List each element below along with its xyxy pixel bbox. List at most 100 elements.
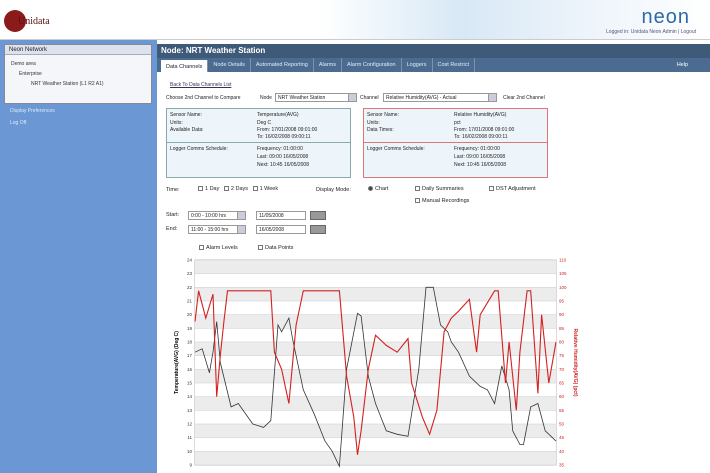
grid-band — [195, 437, 556, 452]
checkbox[interactable] — [415, 198, 420, 204]
option-label: Data Points — [265, 245, 294, 251]
grid-band — [195, 301, 556, 315]
y2-axis-label: Relative Humidity(AVG) (pct) — [572, 329, 578, 397]
page-title: Node: NRT Weather Station — [157, 44, 710, 58]
y2-tick-label: 40 — [559, 449, 565, 454]
sensor-name: Relative Humidity(AVG) — [454, 112, 507, 118]
y2-tick-label: 70 — [559, 367, 565, 372]
y-tick-label: 12 — [187, 422, 193, 427]
grid-band — [195, 314, 556, 329]
y-tick-label: 14 — [187, 394, 193, 399]
help-link[interactable]: Help — [676, 62, 688, 68]
display-mode-label: Display Mode: — [316, 187, 351, 193]
tree-item-station[interactable]: NRT Weather Station (L1 R2 A1) — [31, 81, 104, 87]
grid-band — [195, 342, 556, 356]
option-label: 1 Week — [259, 186, 279, 192]
tab-alarms[interactable]: Alarms — [314, 58, 342, 72]
checkbox[interactable] — [489, 186, 494, 192]
y-tick-label: 22 — [187, 285, 193, 290]
checkbox[interactable] — [199, 245, 204, 251]
y-tick-label: 24 — [187, 258, 193, 263]
alarm-levels-checkbox[interactable]: Alarm Levels — [199, 245, 238, 251]
channel-select-value: Relative Humidity(AVG) - Actual — [386, 95, 457, 101]
tab-alarm-configuration[interactable]: Alarm Configuration — [342, 58, 402, 72]
y-tick-label: 16 — [187, 367, 193, 372]
log-off-link[interactable]: Log Off — [10, 120, 27, 126]
humidity-line — [194, 290, 557, 455]
y2-tick-label: 80 — [559, 340, 565, 345]
chevron-down-icon — [237, 226, 245, 233]
start-date-input[interactable]: 11/05/2008 — [256, 211, 306, 220]
time-label: Time: — [166, 187, 180, 193]
clear-second-channel[interactable]: Clear 2nd Channel — [503, 95, 545, 101]
tab-bar: Data Channels Node Details Automated Rep… — [157, 58, 710, 72]
checkbox[interactable] — [258, 245, 263, 251]
unidata-logo — [4, 10, 26, 32]
y-tick-label: 20 — [187, 312, 193, 317]
display-preferences-link[interactable]: Display Preferences — [10, 108, 55, 114]
sensor-name-label: Sensor Name: — [170, 112, 202, 118]
tab-automated-reporting[interactable]: Automated Reporting — [251, 58, 314, 72]
grid-band — [195, 287, 556, 301]
option-label: DST Adjustment — [496, 186, 536, 192]
tab-cost-restrict[interactable]: Cost Restrict — [433, 58, 475, 72]
end-label: End: — [166, 226, 178, 232]
option-label: Chart — [375, 186, 389, 192]
node-select[interactable]: NRT Weather Station — [275, 93, 357, 102]
calendar-icon[interactable] — [310, 211, 326, 220]
node-select-value: NRT Weather Station — [278, 95, 326, 101]
data-times-label: Data Times: — [367, 127, 394, 133]
grid-band — [195, 260, 556, 274]
data-points-checkbox[interactable]: Data Points — [258, 245, 293, 251]
end-time-select[interactable]: 11:00 - 15:00 hrs — [188, 225, 246, 234]
neon-logo: neon — [641, 6, 690, 28]
option-label: Manual Recordings — [422, 198, 470, 204]
option-label: Daily Summaries — [422, 186, 464, 192]
manual-recordings-checkbox[interactable]: Manual Recordings — [415, 198, 469, 204]
schedule-label: Logger Comms Schedule: — [367, 146, 425, 152]
schedule-label: Logger Comms Schedule: — [170, 146, 228, 152]
daily-summaries-checkbox[interactable]: Daily Summaries — [415, 186, 464, 192]
end-date-input[interactable]: 16/05/2008 — [256, 225, 306, 234]
grid-band — [195, 369, 556, 383]
tab-data-channels[interactable]: Data Channels — [161, 60, 209, 72]
frequency: Frequency: 01:00:00 — [454, 146, 500, 152]
channel-select[interactable]: Relative Humidity(AVG) - Actual — [383, 93, 497, 102]
start-label: Start: — [166, 212, 180, 218]
tab-node-details[interactable]: Node Details — [208, 58, 251, 72]
option-label: Alarm Levels — [206, 245, 238, 251]
y2-tick-label: 105 — [559, 271, 567, 276]
y2-tick-label: 100 — [559, 285, 567, 290]
checkbox[interactable] — [415, 186, 420, 192]
y2-tick-label: 90 — [559, 312, 565, 317]
y-axis-label: Temperature(AVG) (Deg C) — [174, 331, 180, 394]
last-comms: Last: 09:00 16/05/2008 — [257, 154, 309, 160]
radio-1-day[interactable] — [198, 186, 203, 192]
login-status[interactable]: Logged in: Unidata Neon Admin | Logout — [606, 29, 696, 35]
radio-1-week[interactable] — [252, 186, 258, 192]
y-tick-label: 10 — [187, 449, 193, 454]
y2-tick-label: 45 — [559, 435, 565, 440]
y2-tick-label: 60 — [559, 394, 565, 399]
last-comms: Last: 09:00 16/05/2008 — [454, 154, 506, 160]
grid-band — [195, 383, 556, 397]
chart-radio[interactable]: Chart — [368, 186, 388, 192]
start-time-select[interactable]: 0:00 - 10:00 hrs — [188, 211, 246, 220]
chevron-down-icon — [237, 212, 245, 219]
back-link[interactable]: Back To Data Channels List — [170, 82, 232, 88]
y2-tick-label: 95 — [559, 299, 565, 304]
radio-2-days[interactable] — [223, 186, 229, 192]
channel-label: Channel — [360, 95, 379, 101]
tree-item-enterprise[interactable]: Enterprise — [19, 71, 42, 77]
to-date: To: 16/02/2008 09:00:11 — [257, 134, 311, 140]
grid-band — [195, 451, 556, 465]
chevron-down-icon — [348, 94, 356, 101]
option-label: 1 Day — [205, 186, 220, 192]
calendar-icon[interactable] — [310, 225, 326, 234]
option-label: 2 Days — [230, 186, 249, 192]
tab-loggers[interactable]: Loggers — [402, 58, 433, 72]
tree-item-area[interactable]: Demo area — [11, 61, 36, 67]
network-panel: Neon Network Demo area Enterprise NRT We… — [4, 44, 152, 104]
radio-chart[interactable] — [368, 186, 373, 192]
dst-adjustment-checkbox[interactable]: DST Adjustment — [489, 186, 536, 192]
